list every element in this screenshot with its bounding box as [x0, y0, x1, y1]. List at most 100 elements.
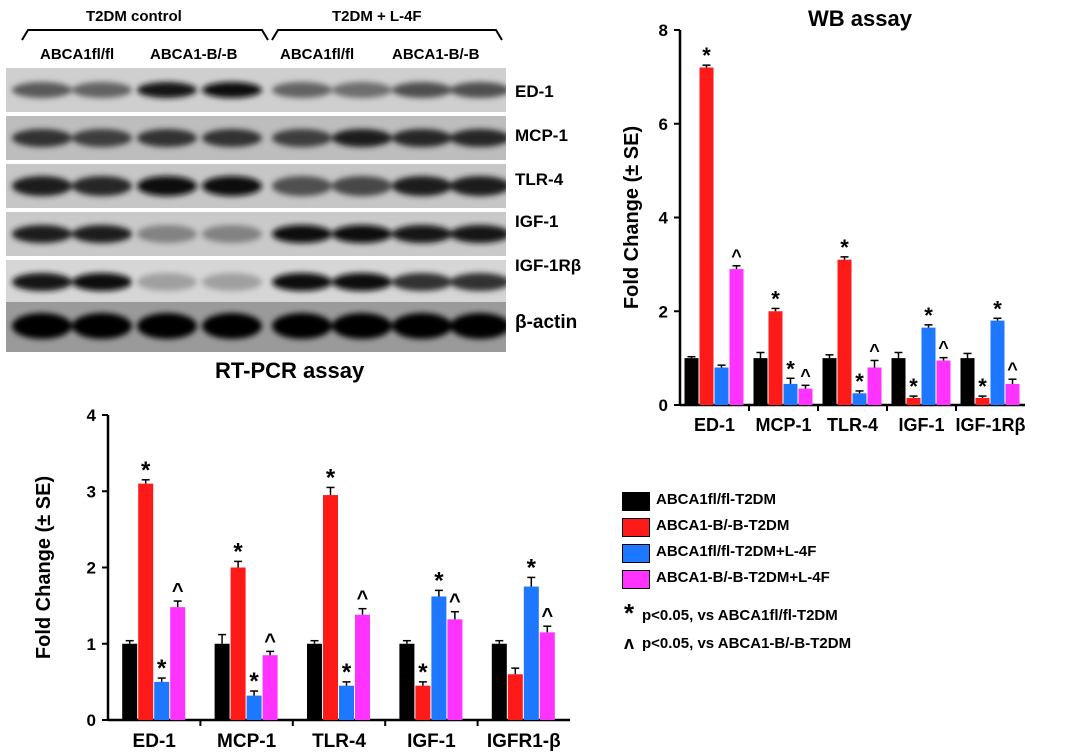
blot-band [272, 129, 332, 147]
blot-band [137, 129, 197, 147]
blot-band-label-igf1r: IGF-1Rβ [515, 256, 582, 275]
blot-band [72, 273, 132, 291]
significance-caret: ^ [449, 591, 461, 613]
bar [798, 388, 813, 405]
y-tick-label: 1 [87, 635, 96, 654]
blot-band [202, 313, 262, 339]
bar [154, 681, 170, 720]
significance-star: * [786, 356, 795, 381]
bar [852, 393, 867, 405]
blot-image [6, 68, 506, 352]
significance-caret: ^ [1007, 359, 1018, 379]
blot-band [72, 225, 132, 243]
significance-star: * [326, 464, 336, 491]
legend-swatch-3 [622, 544, 650, 563]
significance-star: * [924, 303, 933, 328]
bar [523, 586, 539, 720]
blot-band [202, 225, 262, 243]
bar [539, 632, 555, 720]
blot-band-label-bactin: β-actin [515, 312, 578, 333]
blot-band [137, 313, 197, 339]
blot-band [202, 129, 262, 147]
legend-swatch-1 [622, 492, 650, 511]
significance-star: * [249, 668, 259, 695]
x-tick-label: IGFR1-β [487, 731, 561, 752]
blot-band [272, 273, 332, 291]
bar [447, 619, 463, 720]
blot-band [332, 176, 392, 196]
bar [138, 483, 154, 720]
x-tick-label: IGF-1 [407, 731, 456, 752]
bar [415, 685, 431, 720]
significance-caret: ^ [869, 340, 880, 360]
blot-group-label-l4f: T2DM + L-4F [332, 8, 422, 25]
significance-caret: ^ [357, 588, 369, 610]
legend-label-2: ABCA1-B/-B-T2DM [656, 517, 790, 534]
significance-star: * [855, 369, 864, 394]
blot-band-label-igf1: IGF-1 [515, 212, 559, 231]
bar [323, 495, 338, 720]
bar [339, 685, 354, 720]
legend-note-star-symbol: * [624, 598, 635, 628]
x-tick-label: TLR-4 [312, 731, 366, 752]
bar [975, 397, 990, 405]
x-tick-label: IGF-1 [898, 415, 944, 435]
blot-band [450, 313, 506, 339]
bar [230, 567, 246, 720]
blot-band [272, 82, 332, 98]
blot-band [202, 176, 262, 196]
blot-band [332, 82, 392, 98]
bar [906, 397, 921, 405]
significance-star: * [702, 43, 711, 68]
bar [936, 360, 951, 405]
blot-band [332, 225, 392, 243]
blot-band [12, 313, 72, 339]
x-tick-label: IGF-1Rβ [956, 415, 1026, 435]
blot-band [450, 225, 506, 243]
blot-band [12, 82, 72, 98]
blot-band [450, 129, 506, 147]
rt-chart-title: RT-PCR assay [215, 358, 365, 383]
significance-caret: ^ [541, 605, 553, 627]
blot-band [72, 129, 132, 147]
blot-band [392, 129, 452, 147]
bar [507, 674, 523, 720]
bar [921, 327, 936, 405]
bar [867, 367, 882, 405]
legend-note-caret-symbol: ʌ [624, 633, 635, 653]
significance-caret: ^ [731, 246, 742, 266]
y-axis-label: Fold Change (± SE) [621, 126, 643, 309]
rt-pcr-bar-chart: Fold Change (± SE)01234ED-1**^MCP-1**^TL… [33, 406, 570, 752]
y-axis-label: Fold Change (± SE) [33, 476, 55, 659]
bar [822, 358, 837, 405]
blot-band [332, 129, 392, 147]
bar [960, 358, 975, 405]
blot-band [332, 273, 392, 291]
significance-star: * [233, 538, 243, 565]
y-tick-label: 2 [659, 302, 668, 321]
x-tick-label: ED-1 [694, 415, 735, 435]
blot-band [12, 225, 72, 243]
blot-band [12, 176, 72, 196]
significance-caret: ^ [800, 365, 811, 385]
bar [990, 320, 1005, 405]
y-tick-label: 0 [87, 711, 96, 730]
bar [753, 358, 768, 405]
significance-star: * [157, 655, 167, 682]
bar [355, 614, 370, 720]
legend-label-4: ABCA1-B/-B-T2DM+L-4F [656, 569, 830, 586]
blot-band [72, 176, 132, 196]
significance-star: * [978, 374, 987, 399]
significance-star: * [141, 457, 151, 484]
legend-swatch-4 [622, 570, 650, 589]
bar [399, 643, 415, 720]
bar [431, 596, 447, 720]
blot-lane-label-1: ABCA1fl/fl [40, 46, 115, 63]
bar [214, 643, 230, 720]
blot-band [272, 225, 332, 243]
blot-band-label-ed1: ED-1 [515, 82, 554, 101]
blot-band [450, 82, 506, 98]
bar [684, 358, 699, 405]
blot-lane-label-2: ABCA1-B/-B [150, 46, 238, 63]
blot-band [450, 273, 506, 291]
